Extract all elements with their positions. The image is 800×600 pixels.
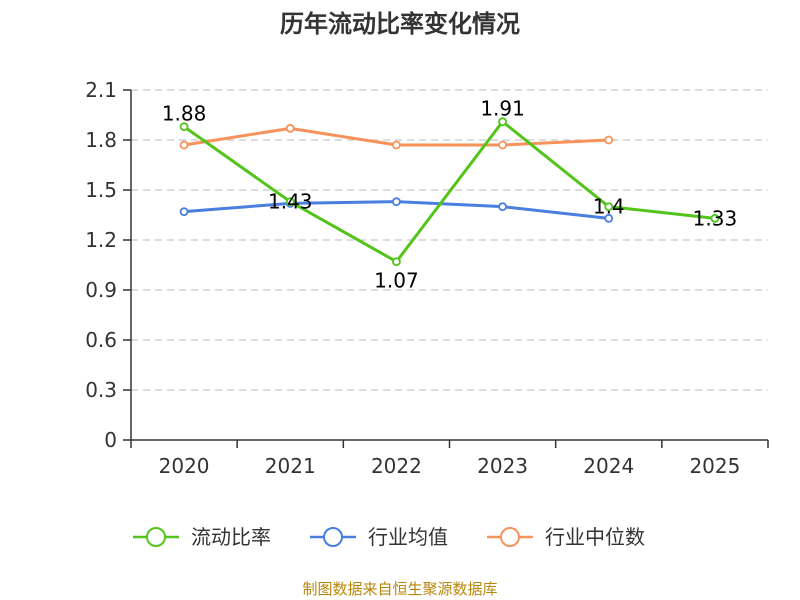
x-tick-label: 2023 bbox=[477, 454, 528, 478]
data-point bbox=[179, 140, 189, 150]
legend-label: 行业均值 bbox=[368, 525, 448, 549]
y-tick-label: 0.6 bbox=[85, 328, 117, 352]
data-point bbox=[392, 140, 401, 150]
legend-marker bbox=[323, 527, 343, 547]
data-point bbox=[179, 122, 189, 132]
data-label: 1.4 bbox=[593, 195, 625, 219]
data-point bbox=[710, 213, 720, 223]
data-label: 1.91 bbox=[480, 97, 525, 121]
legend-label: 流动比率 bbox=[191, 525, 271, 549]
x-tick-label: 2022 bbox=[371, 454, 422, 478]
data-label: 1.43 bbox=[268, 190, 313, 214]
x-tick-label: 2025 bbox=[689, 454, 740, 478]
y-tick-label: 2.1 bbox=[85, 78, 117, 102]
legend-marker bbox=[146, 527, 166, 547]
data-point bbox=[285, 123, 295, 133]
y-tick-label: 1.5 bbox=[85, 178, 117, 202]
y-tick-label: 1.8 bbox=[85, 128, 117, 152]
data-point bbox=[179, 207, 189, 217]
data-point bbox=[392, 197, 401, 207]
data-point bbox=[498, 140, 507, 150]
data-point bbox=[604, 135, 614, 145]
data-point bbox=[498, 117, 507, 127]
data-label: 1.88 bbox=[162, 102, 207, 126]
y-tick-label: 1.2 bbox=[85, 228, 117, 252]
source-note: 制图数据来自恒生聚源数据库 bbox=[302, 580, 497, 598]
series-line bbox=[183, 120, 716, 264]
legend-marker bbox=[500, 527, 520, 547]
data-label: 1.33 bbox=[693, 206, 738, 230]
x-tick-label: 2024 bbox=[583, 454, 634, 478]
chart-title: 历年流动比率变化情况 bbox=[280, 10, 520, 38]
data-point bbox=[285, 197, 295, 207]
x-tick-label: 2021 bbox=[265, 454, 316, 478]
x-tick-label: 2020 bbox=[159, 454, 210, 478]
data-label: 1.07 bbox=[374, 269, 419, 293]
data-point bbox=[604, 202, 614, 212]
y-tick-label: 0 bbox=[104, 428, 117, 452]
legend-label: 行业中位数 bbox=[545, 525, 645, 549]
y-tick-label: 0.3 bbox=[85, 378, 117, 402]
y-tick-label: 0.9 bbox=[85, 278, 117, 302]
data-point bbox=[498, 202, 507, 212]
data-point bbox=[604, 213, 614, 223]
data-point bbox=[392, 257, 401, 267]
